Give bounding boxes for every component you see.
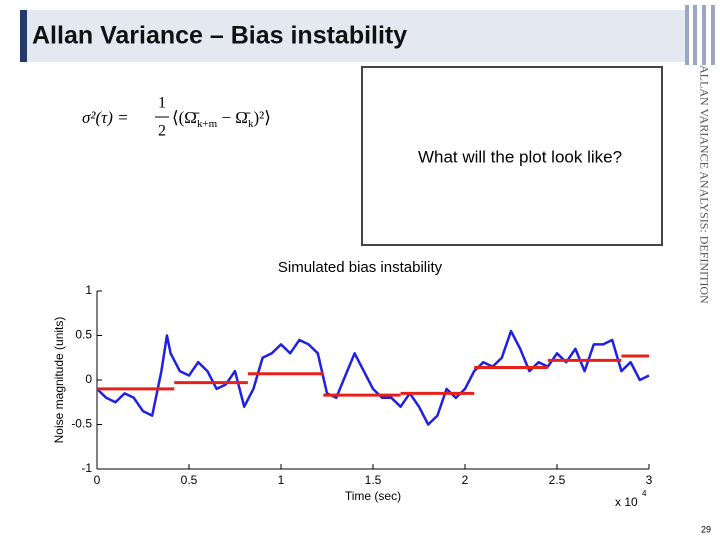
decor-bar [693,5,697,65]
formula-part: ⟨(Ω̄ [172,108,200,127]
x-tick-label: 2.5 [549,473,566,487]
formula-part: )²⟩ [253,108,270,127]
formula-part: − Ω̄ [217,108,251,127]
formula-denominator: 2 [158,123,166,140]
y-tick-label: -1 [81,461,92,475]
x-scale-exponent: 4 [642,489,647,498]
x-tick-label: 3 [646,473,653,487]
formula-rhs: ⟨(Ω̄k+m − Ω̄k)²⟩ [172,108,271,130]
x-tick-label: 0 [94,473,101,487]
formula-sub: k [248,118,254,130]
y-tick-label: 0.5 [75,328,92,342]
y-tick-label: 1 [85,283,92,297]
decor-bar [711,5,715,65]
question: What will the plot look like? [418,147,622,166]
formula-sub: k+m [197,118,218,130]
decor-bar [702,5,706,65]
x-tick-label: 1 [278,473,285,487]
x-tick-label: 0.5 [181,473,198,487]
formula-numerator: 1 [158,95,166,112]
chart-title: Simulated bias instability [278,259,443,276]
formula-lhs: σ²(τ) = [82,108,129,127]
y-tick-label: -0.5 [71,417,92,431]
question-box [361,66,663,246]
side-label: ALLAN VARIANCE ANALYSIS: DEFINITION [697,65,711,304]
x-tick-label: 2 [462,473,469,487]
x-scale-base: x 10 [615,495,638,509]
y-tick-label: 0 [85,372,92,386]
page-number: 29 [701,524,711,534]
title-accent [20,10,27,62]
decor-bar [685,5,689,65]
x-tick-label: 1.5 [365,473,382,487]
slide-title: Allan Variance – Bias instability [32,22,407,50]
y-axis-label: Noise magnitude (units) [52,317,66,444]
x-axis-label: Time (sec) [345,489,401,503]
title-bar [20,10,688,62]
noise-line [96,329,650,426]
